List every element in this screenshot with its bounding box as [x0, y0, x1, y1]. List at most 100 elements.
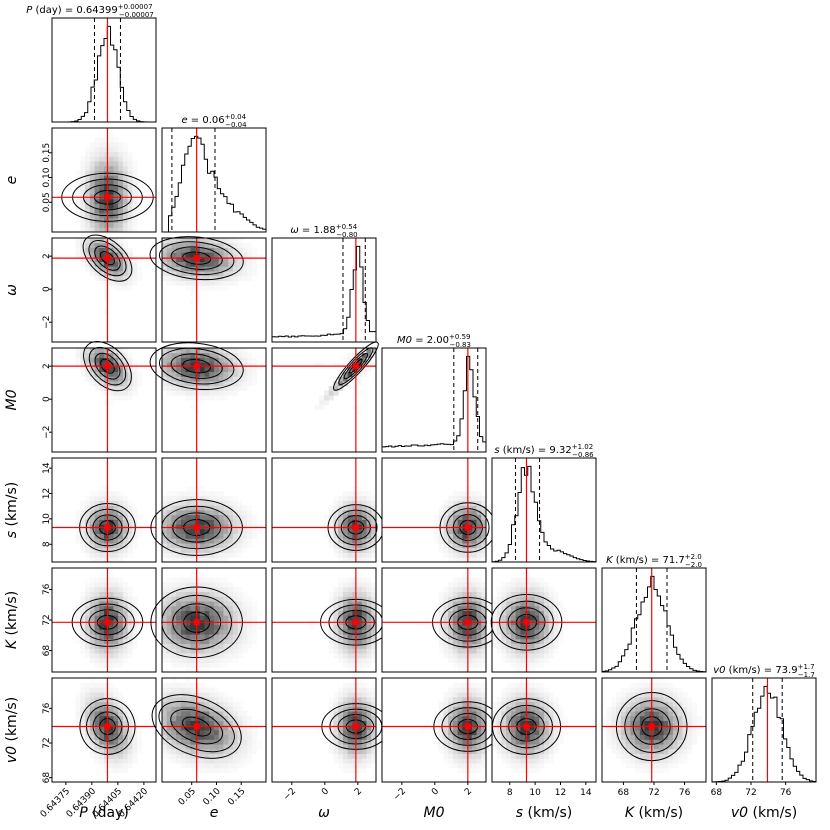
density-cell: [99, 208, 105, 214]
density-cell: [251, 376, 257, 382]
density-cell: [190, 500, 196, 506]
density-cell: [176, 362, 182, 368]
y-tick-label: 76: [42, 702, 52, 714]
density-cell: [94, 156, 100, 162]
density-cell: [104, 605, 110, 611]
density-cell: [534, 643, 540, 649]
density-cell: [635, 744, 641, 750]
density-cell: [94, 519, 100, 525]
density-cell: [553, 643, 559, 649]
density-cell: [232, 629, 239, 635]
density-cell: [228, 739, 234, 745]
density-cell: [104, 222, 110, 228]
density-cell: [457, 533, 463, 539]
density-cell: [171, 596, 177, 602]
density-cell: [506, 753, 512, 759]
density-cell: [361, 643, 367, 649]
density-cell: [176, 734, 182, 740]
density-cell: [218, 657, 224, 663]
density-cell: [324, 524, 330, 530]
density-cell: [352, 629, 358, 635]
density-cell: [132, 624, 138, 630]
density-cell: [132, 638, 138, 645]
density-cell: [529, 725, 535, 731]
density-cell: [467, 486, 473, 492]
density-cell: [113, 687, 119, 693]
density-cell: [75, 528, 81, 535]
density-cell: [654, 687, 660, 693]
density-cell: [89, 151, 95, 157]
density-cell: [553, 648, 559, 654]
density-cell: [548, 624, 554, 630]
density-cell: [80, 687, 86, 693]
density-cell: [185, 758, 191, 764]
density-cell: [232, 505, 239, 511]
density-cell: [166, 653, 172, 659]
density-cell: [544, 610, 550, 616]
density-cell: [171, 495, 177, 501]
density-cell: [108, 739, 114, 745]
density-cell: [471, 692, 477, 698]
density-cell: [104, 572, 110, 578]
density-cell: [180, 605, 187, 611]
density-cell: [476, 711, 482, 717]
density-cell: [251, 247, 257, 253]
density-cell: [333, 701, 339, 707]
density-cell: [108, 348, 114, 354]
density-cell: [223, 395, 229, 401]
density-cell: [214, 285, 220, 291]
density-cell: [195, 252, 201, 258]
density-cell: [209, 528, 215, 535]
density-cell: [122, 596, 129, 602]
density-cell: [658, 744, 664, 750]
density-cell: [347, 687, 353, 693]
density-cell: [324, 730, 330, 736]
density-cell: [672, 696, 679, 703]
x-axis-label-M0: M0: [424, 805, 445, 821]
density-cell: [338, 748, 344, 755]
density-cell: [89, 601, 95, 607]
density-cell: [520, 720, 526, 726]
density-cell: [223, 500, 229, 506]
density-cell: [471, 629, 477, 635]
density-cell: [539, 682, 545, 688]
density-cell: [525, 582, 531, 588]
density-cell: [366, 491, 372, 497]
density-cell: [218, 701, 224, 707]
density-cell: [228, 734, 234, 740]
density-cell: [171, 352, 177, 358]
density-cell: [185, 381, 191, 387]
density-cell: [209, 533, 215, 539]
density-cell: [352, 552, 358, 558]
density-cell: [510, 682, 517, 688]
density-cell: [108, 653, 114, 659]
panel-s-s: s (km/s) = 9.32+1.02 −0.86: [491, 443, 597, 563]
density-cell: [452, 687, 459, 693]
density-cell: [333, 505, 339, 511]
density-cell: [630, 711, 636, 717]
density-cell: [361, 510, 367, 516]
density-cell: [195, 352, 201, 358]
density-cell: [190, 634, 196, 640]
density-cell: [176, 582, 182, 588]
density-cell: [366, 524, 372, 530]
density-cell: [654, 692, 660, 698]
density-cell: [481, 648, 487, 654]
title-v0: v0 (km/s) = 73.9+1.7 −1.7: [713, 663, 815, 679]
density-cell: [539, 744, 545, 750]
density-cell: [242, 715, 248, 721]
density-cell: [118, 256, 124, 263]
density-cell: [553, 591, 559, 597]
density-cell: [462, 577, 468, 583]
density-cell: [529, 753, 535, 759]
density-cell: [199, 514, 205, 520]
density-cell: [663, 687, 669, 693]
density-cell: [118, 247, 124, 253]
density-cell: [232, 500, 239, 506]
density-cell: [544, 648, 550, 654]
density-cell: [448, 629, 454, 635]
density-cell: [544, 696, 550, 703]
density-cell: [85, 175, 91, 181]
density-cell: [338, 763, 344, 769]
density-cell: [639, 725, 645, 731]
